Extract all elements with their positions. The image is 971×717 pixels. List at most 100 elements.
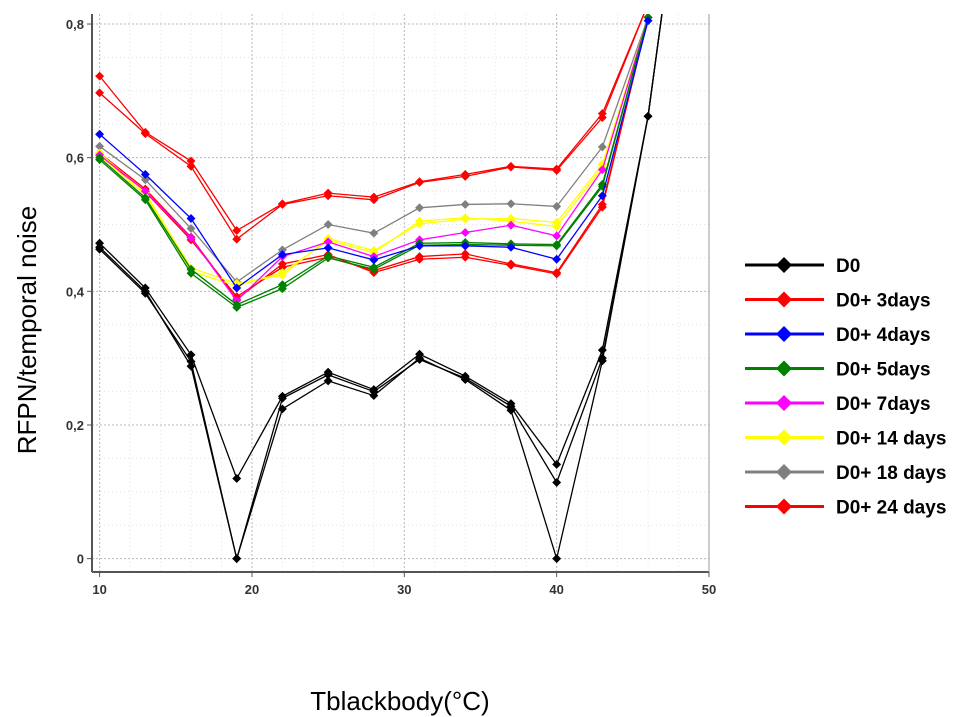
y-tick-label: 0 (77, 552, 84, 567)
data-point (323, 251, 333, 261)
data-point (277, 250, 287, 260)
data-point (552, 459, 562, 469)
legend-marker (776, 257, 792, 273)
data-point (323, 376, 333, 386)
x-tick-label: 40 (549, 582, 563, 597)
series-line (99, 14, 663, 562)
data-point (643, 111, 653, 121)
data-point (95, 88, 105, 98)
data-point (414, 216, 425, 226)
data-point (414, 252, 425, 262)
axes-frame (91, 14, 710, 573)
legend-item[interactable]: D0+ 3days (745, 291, 931, 312)
data-point (140, 286, 150, 296)
legend-item[interactable]: D0+ 5days (745, 360, 931, 381)
data-point (506, 401, 516, 411)
legend-item[interactable]: D0+ 14 days (745, 429, 946, 450)
legend-label: D0+ 5days (836, 360, 931, 381)
data-point (323, 243, 333, 253)
data-point (277, 393, 287, 403)
data-point (414, 241, 425, 251)
legend-marker (776, 395, 792, 411)
data-point (140, 129, 150, 139)
data-point (232, 473, 242, 483)
data-point (277, 268, 287, 278)
legend[interactable]: D0 D0+ 3days D0+ 4days D0+ 5days D0+ 7days D0… (745, 256, 946, 519)
data-point (186, 264, 196, 274)
series-line (99, 14, 663, 480)
data-point (369, 195, 379, 205)
data-point (659, 0, 667, 8)
x-axis-title: Tblackbody(°C) (310, 686, 489, 716)
data-point (323, 370, 333, 380)
legend-marker (776, 326, 792, 342)
data-point (659, 0, 667, 8)
data-point (552, 221, 562, 232)
data-point (95, 129, 105, 139)
data-point (323, 219, 333, 230)
legend-item[interactable]: D0 (745, 256, 860, 277)
data-point (186, 213, 196, 224)
legend-marker (776, 464, 792, 480)
legend-item[interactable]: D0+ 18 days (745, 463, 946, 484)
data-point (414, 203, 425, 213)
x-tick-label: 10 (92, 582, 106, 597)
legend-marker (776, 429, 792, 446)
data-point (140, 175, 150, 185)
data-point (644, 0, 652, 8)
data-point (552, 268, 562, 278)
data-point (369, 255, 379, 265)
data-point (460, 199, 470, 210)
data-point (506, 259, 516, 269)
data-point (597, 353, 607, 363)
legend-marker (776, 360, 792, 377)
data-point (643, 16, 653, 26)
data-point (186, 223, 196, 234)
data-point (369, 228, 379, 238)
data-point (460, 373, 470, 383)
series-d0-4days (95, 16, 653, 293)
legend-item[interactable]: D0+ 4days (745, 325, 931, 346)
data-point (597, 191, 607, 201)
y-tick-label: 0,8 (66, 17, 84, 32)
data-point (186, 361, 196, 371)
data-point (186, 161, 196, 171)
data-point (460, 241, 470, 251)
series-d0 (95, 0, 667, 564)
legend-marker (776, 498, 792, 515)
legend-item[interactable]: D0+ 7days (745, 394, 931, 415)
legend-label: D0+ 14 days (836, 429, 946, 450)
data-point (277, 199, 287, 210)
data-point (506, 199, 516, 209)
y-tick-label: 0,4 (66, 284, 85, 299)
legend-label: D0+ 18 days (836, 463, 946, 484)
x-tick-label: 20 (245, 582, 259, 597)
data-point (644, 0, 652, 8)
data-point (506, 220, 516, 230)
data-point (369, 387, 379, 397)
data-point (95, 71, 105, 81)
data-point (659, 0, 667, 8)
data-point (186, 233, 196, 243)
series-layer (95, 0, 667, 564)
series-d0-3days (95, 0, 652, 244)
tick-labels: 10 20 30 40 50 0 0,2 0,4 0,6 0,8 (66, 17, 716, 597)
data-point (552, 201, 562, 212)
data-point (597, 113, 607, 123)
data-point (460, 171, 470, 181)
legend-label: D0+ 24 days (836, 498, 946, 519)
data-point (140, 193, 150, 203)
data-point (414, 354, 425, 365)
y-tick-label: 0,6 (66, 151, 84, 166)
data-point (232, 554, 242, 564)
series-line (99, 14, 663, 562)
y-axis-title: RFPN/temporal noise (12, 206, 42, 455)
data-point (552, 239, 562, 250)
data-point (460, 249, 470, 259)
data-point (369, 262, 379, 272)
data-point (323, 191, 333, 201)
data-point (232, 234, 242, 244)
data-point (552, 554, 562, 564)
legend-item[interactable]: D0+ 24 days (745, 498, 946, 519)
data-point (506, 162, 516, 172)
